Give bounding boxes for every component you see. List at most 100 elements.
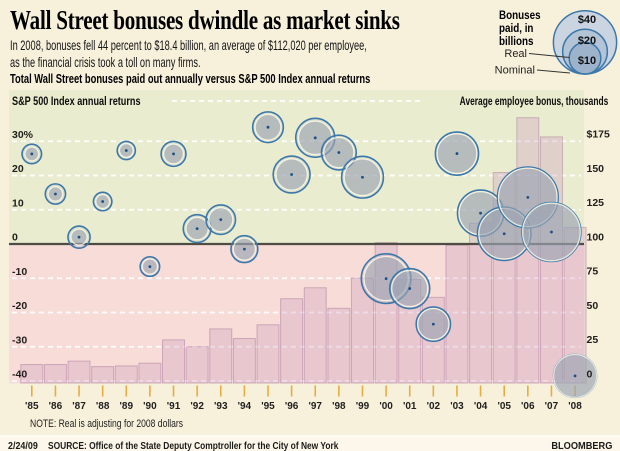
x-year-label: '06: [521, 401, 535, 412]
left-axis-tick-label: -30: [12, 334, 27, 346]
bubble-center-dot: [455, 152, 459, 155]
bubble-center-dot: [384, 277, 388, 280]
bubble-center-dot: [550, 230, 553, 234]
x-year-label: '93: [214, 401, 228, 412]
bubble-size-legend: Real Nominal $40 $20 $10: [495, 10, 618, 77]
bubble-center-dot: [290, 173, 294, 176]
right-axis-tick-label: $175: [587, 129, 611, 141]
left-axis-tick-label: -20: [12, 300, 27, 312]
bubble-center-dot: [408, 287, 412, 290]
legend-title: Bonuses paid, in billions: [499, 9, 541, 48]
chart-deck: Total Wall Street bonuses paid out annua…: [10, 71, 371, 86]
avg-bonus-bar: [327, 307, 351, 384]
x-year-label: '07: [545, 401, 559, 412]
x-year-label: '88: [96, 401, 110, 412]
bubble-center-dot: [431, 322, 435, 326]
chart-note: NOTE: Real is adjusting for 2008 dollars: [30, 418, 184, 430]
bubble-center-dot: [573, 374, 577, 378]
x-year-label: '91: [167, 401, 181, 412]
avg-bonus-bar: [20, 364, 44, 384]
subtitle: In 2008, bonuses fell 44 percent to $18.…: [10, 37, 367, 70]
avg-bonus-bar: [232, 337, 256, 384]
bubble-center-dot: [502, 232, 506, 236]
avg-bonus-bar: [138, 362, 162, 384]
x-year-label: '89: [120, 401, 134, 412]
legend-real-label: Real: [504, 48, 527, 60]
legend-size-label: $40: [578, 14, 596, 26]
bubble-center-dot: [148, 265, 152, 269]
left-axis-tick-label: 30%: [12, 129, 34, 141]
subtitle-line-2: as the financial crisis took a toll on m…: [10, 53, 201, 70]
x-year-label: '97: [308, 401, 322, 412]
footer-bar: 2/24/09 SOURCE: Office of the State Depu…: [0, 435, 620, 451]
bubble-center-dot: [526, 196, 530, 199]
bubble-center-dot: [337, 151, 341, 154]
bubble-center-dot: [124, 149, 128, 152]
negative-region-bg: [9, 244, 584, 384]
x-year-label: '94: [238, 401, 252, 412]
bubble-center-dot: [219, 218, 223, 222]
x-year-label: '87: [72, 401, 86, 412]
legend-size-label: $10: [578, 55, 596, 67]
avg-bonus-bar: [209, 328, 233, 384]
x-year-label: '01: [403, 401, 417, 412]
left-axis-title: S&P 500 Index annual returns: [12, 94, 141, 108]
bubble-center-dot: [172, 152, 175, 156]
avg-bonus-bar: [445, 244, 469, 384]
right-axis-tick-label: 25: [587, 334, 599, 346]
footer-source: SOURCE: Office of the State Deputy Compt…: [48, 440, 339, 451]
x-year-label: '96: [285, 401, 299, 412]
x-year-label: '08: [568, 401, 582, 412]
avg-bonus-bar: [91, 366, 115, 384]
right-axis-tick-label: 125: [587, 197, 605, 209]
footer-date: 2/24/09: [8, 440, 38, 451]
avg-bonus-bar: [350, 277, 374, 384]
footer-brand: BLOOMBERG: [550, 440, 612, 451]
x-year-label: '85: [25, 401, 39, 412]
x-year-label: '04: [474, 401, 488, 412]
right-axis-tick-label: 0: [587, 369, 593, 381]
legend-circles: [552, 10, 618, 75]
right-axis-title: Average employee bonus, thousands: [459, 94, 608, 108]
avg-bonus-bar: [185, 346, 209, 384]
legend-size-labels: $40 $20 $10: [578, 14, 596, 67]
real-leader-line: [528, 53, 570, 58]
bubble-center-dot: [101, 200, 105, 203]
bubble-center-dot: [242, 247, 246, 251]
bubble-center-dot: [77, 235, 81, 239]
x-year-label: '00: [379, 401, 393, 412]
left-axis-tick-label: 20: [12, 163, 24, 175]
bubble-center-dot: [195, 227, 199, 230]
x-year-label: '86: [49, 401, 63, 412]
x-year-label: '98: [332, 401, 346, 412]
avg-bonus-bar: [162, 339, 186, 384]
legend-title-line-3: billions: [499, 34, 534, 48]
legend-title-line-1: Bonuses: [499, 8, 541, 22]
bubble-center-dot: [479, 211, 482, 215]
bubble-center-dot: [361, 175, 364, 179]
avg-bonus-bar: [114, 365, 138, 384]
avg-bonus-bar: [67, 360, 91, 384]
avg-bonus-bar: [256, 324, 280, 384]
bubble-center-dot: [30, 152, 34, 156]
bubble-center-dot: [313, 136, 317, 140]
subtitle-line-1: In 2008, bonuses fell 44 percent to $18.…: [10, 37, 367, 53]
avg-bonus-bar: [43, 364, 67, 384]
x-year-label: '03: [450, 401, 464, 412]
x-year-label: '05: [497, 401, 511, 412]
avg-bonus-bar: [280, 298, 304, 384]
bubble-center-dot: [266, 125, 270, 129]
legend-size-circle: [568, 41, 602, 75]
left-axis-tick-label: -10: [12, 266, 27, 278]
x-year-label: '90: [143, 401, 157, 412]
right-axis-tick-label: 50: [587, 300, 599, 312]
x-year-label: '02: [427, 401, 441, 412]
x-year-label: '95: [261, 401, 275, 412]
legend-size-label: $20: [578, 35, 596, 47]
bubble-center-dot: [54, 192, 57, 196]
avg-bonus-bar: [303, 287, 327, 384]
nominal-leader-line: [536, 69, 571, 74]
page-title: Wall Street bonuses dwindle as market si…: [10, 5, 400, 35]
